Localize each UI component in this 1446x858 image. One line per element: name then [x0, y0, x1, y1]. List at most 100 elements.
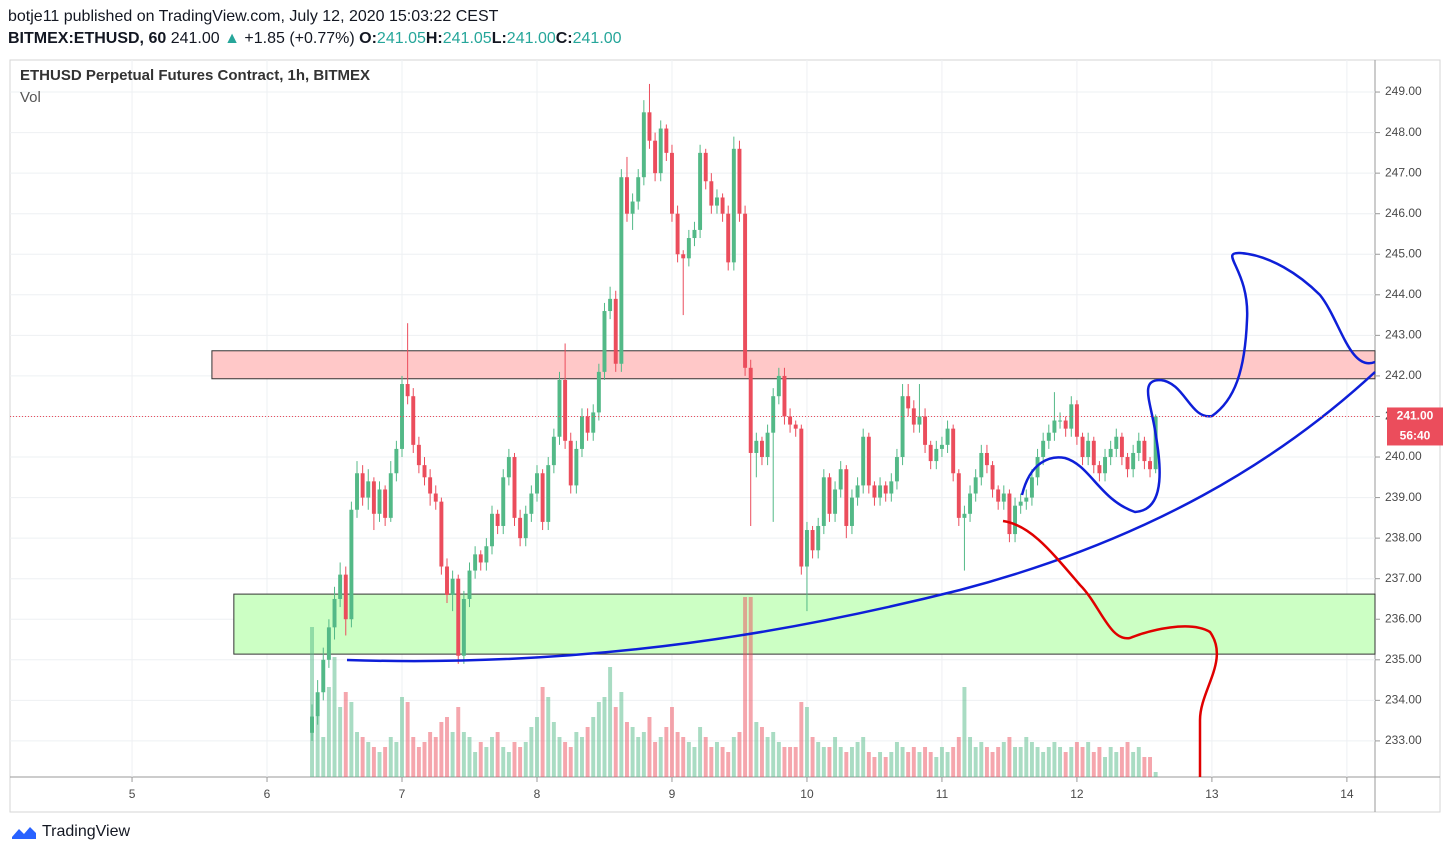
- y-tick-label: 249.00: [1385, 84, 1422, 98]
- volume-bar: [428, 732, 433, 777]
- volume-bar: [551, 722, 556, 777]
- volume-bar: [568, 747, 573, 777]
- zone: [211, 350, 1376, 380]
- x-tick-label: 7: [399, 787, 406, 801]
- volume-bar: [866, 752, 871, 777]
- volume-bar: [861, 737, 866, 777]
- ohlc-value: 241.00: [506, 30, 556, 47]
- candle-body: [512, 457, 517, 518]
- candle-body: [529, 493, 534, 514]
- volume-bar: [956, 737, 961, 777]
- y-tick-label: 234.00: [1385, 693, 1422, 707]
- candle-body: [596, 371, 601, 413]
- volume-bar: [816, 742, 821, 777]
- volume-bar: [1018, 747, 1023, 777]
- volume-bar: [383, 747, 388, 777]
- candle-body: [968, 493, 973, 514]
- candle-body: [827, 477, 832, 514]
- volume-bar: [821, 747, 826, 777]
- candle-body: [855, 485, 860, 498]
- volume-label: Vol: [20, 89, 41, 106]
- candle-body: [878, 485, 883, 498]
- countdown: 56:40: [1400, 429, 1431, 443]
- volume-bar: [1069, 747, 1074, 777]
- volume-bar: [405, 702, 410, 777]
- candle-body: [1131, 452, 1136, 470]
- volume-bar: [355, 732, 359, 777]
- volume-bar: [703, 737, 708, 777]
- candle-body: [495, 513, 500, 526]
- volume-bar: [849, 747, 854, 777]
- y-tick-label: 244.00: [1385, 287, 1422, 301]
- y-tick-label: 248.00: [1385, 125, 1422, 139]
- volume-bar: [1148, 757, 1152, 777]
- volume-bar: [563, 742, 568, 777]
- candle-body: [540, 473, 545, 522]
- candle-body: [338, 574, 343, 599]
- y-tick-label: 247.00: [1385, 165, 1422, 179]
- volume-bar: [743, 597, 748, 777]
- x-tick-label: 10: [800, 787, 814, 801]
- volume-bar: [686, 742, 691, 777]
- quote-line: BITMEX:ETHUSD, 60 241.00 ▲ +1.85 (+0.77%…: [8, 28, 622, 50]
- volume-bar: [748, 597, 753, 777]
- volume-bar: [591, 717, 596, 777]
- volume-bar: [433, 737, 438, 777]
- volume-bar: [1035, 747, 1040, 777]
- candle-body: [1074, 404, 1079, 437]
- candle-body: [647, 112, 652, 141]
- volume-bar: [670, 707, 674, 777]
- change: +1.85 (+0.77%): [244, 30, 355, 47]
- candle-body: [506, 457, 511, 478]
- candle-body: [692, 229, 697, 239]
- candle-body: [1001, 493, 1006, 502]
- candle-body: [608, 298, 613, 312]
- volume-bar: [709, 747, 714, 777]
- candle-body: [1114, 436, 1119, 449]
- candle-body: [793, 424, 798, 429]
- candle-body: [355, 473, 359, 510]
- x-tick-label: 12: [1070, 787, 1084, 801]
- candle-body: [686, 238, 691, 259]
- candle-body: [816, 525, 821, 551]
- candle-body: [675, 213, 680, 255]
- volume-bar: [1086, 742, 1091, 777]
- volume-bar: [394, 742, 399, 777]
- x-tick-label: 14: [1340, 787, 1354, 801]
- candle-body: [411, 396, 416, 445]
- candle-body: [478, 554, 483, 563]
- y-tick-label: 245.00: [1385, 246, 1422, 260]
- candle-body: [765, 432, 770, 458]
- y-tick-label: 237.00: [1385, 571, 1422, 585]
- volume-bar: [698, 727, 703, 777]
- blue-loop: [1020, 251, 1376, 514]
- volume-bar: [996, 747, 1001, 777]
- candle-body: [883, 485, 888, 494]
- volume-bar: [714, 742, 719, 777]
- ohlc-value: 241.00: [572, 30, 622, 47]
- volume-bar: [951, 747, 956, 777]
- volume-bar: [984, 747, 989, 777]
- candle-body: [1013, 505, 1018, 535]
- candle-body: [782, 375, 787, 417]
- volume-bar: [596, 702, 601, 777]
- volume-bar: [776, 742, 781, 777]
- candle-body: [917, 416, 922, 425]
- volume-bar: [900, 747, 905, 777]
- candle-body: [1142, 440, 1147, 462]
- candle-body: [799, 428, 804, 567]
- volume-bar: [1007, 737, 1012, 777]
- volume-bar: [484, 747, 489, 777]
- volume-bar: [889, 752, 894, 777]
- candle-body: [625, 177, 629, 214]
- volume-bar: [630, 727, 635, 777]
- candle-body: [546, 465, 551, 522]
- volume-bar: [979, 742, 984, 777]
- candle-body: [1125, 457, 1130, 470]
- candle-body: [670, 152, 674, 214]
- candle-body: [973, 477, 978, 494]
- candle-body: [405, 384, 410, 397]
- volume-bar: [1041, 752, 1046, 777]
- last-price-label: 241.00: [1397, 409, 1434, 423]
